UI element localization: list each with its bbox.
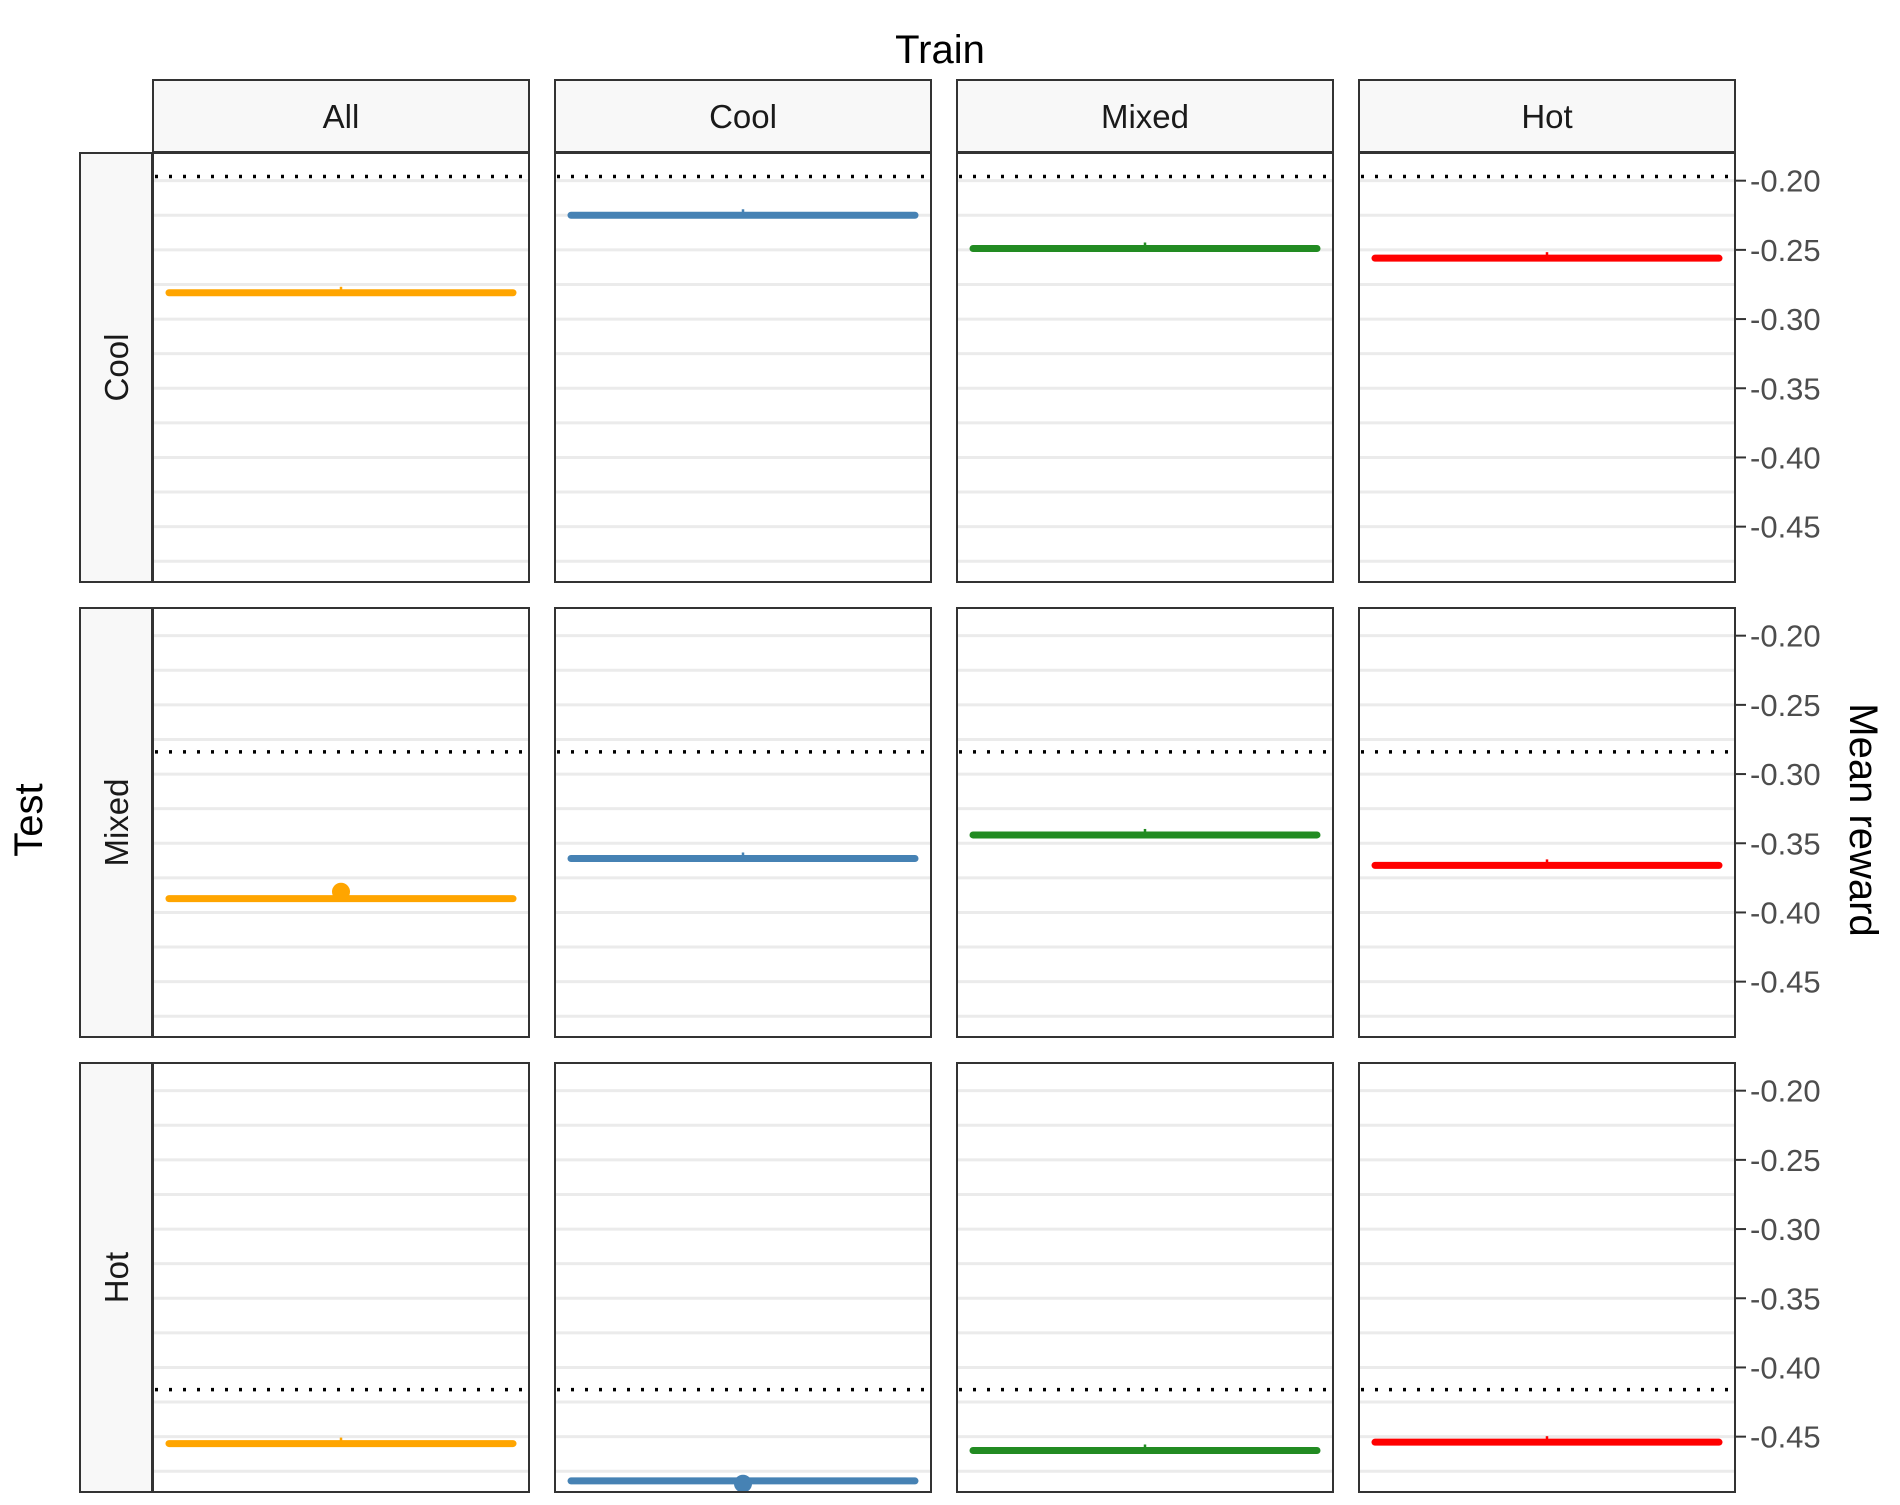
panel-border	[554, 1062, 932, 1493]
y-tick-label: -0.20	[1750, 619, 1821, 654]
column-strip-bg	[152, 79, 530, 153]
row-strip-bg	[79, 607, 153, 1038]
panel-border	[152, 1062, 530, 1493]
panel-border	[152, 152, 530, 583]
panel-background	[1359, 1063, 1735, 1492]
y-tick-label: -0.30	[1750, 302, 1821, 337]
row-strip-label: Mixed	[98, 778, 135, 866]
y-tick-label: -0.25	[1750, 688, 1821, 723]
y-tick-label: -0.45	[1750, 510, 1821, 545]
panel-border	[152, 607, 530, 1038]
panel-background	[153, 1063, 529, 1492]
facet-column-title: Train	[895, 28, 985, 72]
y-tick-label: -0.30	[1750, 757, 1821, 792]
y-tick-label: -0.40	[1750, 1350, 1821, 1385]
y-tick-label: -0.35	[1750, 1281, 1821, 1316]
column-strip-bg	[956, 79, 1334, 153]
column-strip-bg	[1358, 79, 1736, 153]
panel-border	[554, 152, 932, 583]
y-tick-label: -0.40	[1750, 440, 1821, 475]
panel-background	[153, 153, 529, 582]
panel-border	[554, 607, 932, 1038]
panel-background	[957, 1063, 1333, 1492]
y-tick-label: -0.20	[1750, 164, 1821, 199]
y-tick-label: -0.20	[1750, 1074, 1821, 1109]
series-point	[332, 882, 350, 901]
y-tick-label: -0.30	[1750, 1212, 1821, 1247]
column-strip-label: Mixed	[1101, 98, 1189, 135]
panel-background	[1359, 608, 1735, 1037]
panel-background	[555, 608, 931, 1037]
column-strip-bg	[554, 79, 932, 153]
panel-background	[153, 608, 529, 1037]
panel-border	[956, 607, 1334, 1038]
y-tick-label: -0.45	[1750, 1420, 1821, 1455]
panel-background	[957, 608, 1333, 1037]
panel-background	[1359, 153, 1735, 582]
panel-border	[1358, 1062, 1736, 1493]
y-tick-label: -0.35	[1750, 371, 1821, 406]
row-strip-bg	[79, 152, 153, 583]
y-tick-label: -0.45	[1750, 965, 1821, 1000]
panel-background	[555, 1063, 931, 1492]
row-strip-label: Cool	[98, 334, 135, 402]
panel-background	[957, 153, 1333, 582]
y-tick-label: -0.25	[1750, 233, 1821, 268]
row-strip-label: Hot	[98, 1252, 135, 1303]
panel-border	[1358, 607, 1736, 1038]
panel-border	[1358, 152, 1736, 583]
y-tick-label: -0.40	[1750, 895, 1821, 930]
y-axis-title: Mean reward	[1841, 703, 1885, 936]
series-point	[734, 1474, 752, 1493]
column-strip-label: Hot	[1521, 98, 1572, 135]
facet-row-title: Test	[7, 783, 51, 856]
y-tick-label: -0.25	[1750, 1143, 1821, 1178]
row-strip-bg	[79, 1062, 153, 1493]
column-strip-label: Cool	[709, 98, 777, 135]
column-strip-label: All	[323, 98, 360, 135]
panel-border	[956, 152, 1334, 583]
panel-border	[956, 1062, 1334, 1493]
y-tick-label: -0.35	[1750, 826, 1821, 861]
panel-background	[555, 153, 931, 582]
